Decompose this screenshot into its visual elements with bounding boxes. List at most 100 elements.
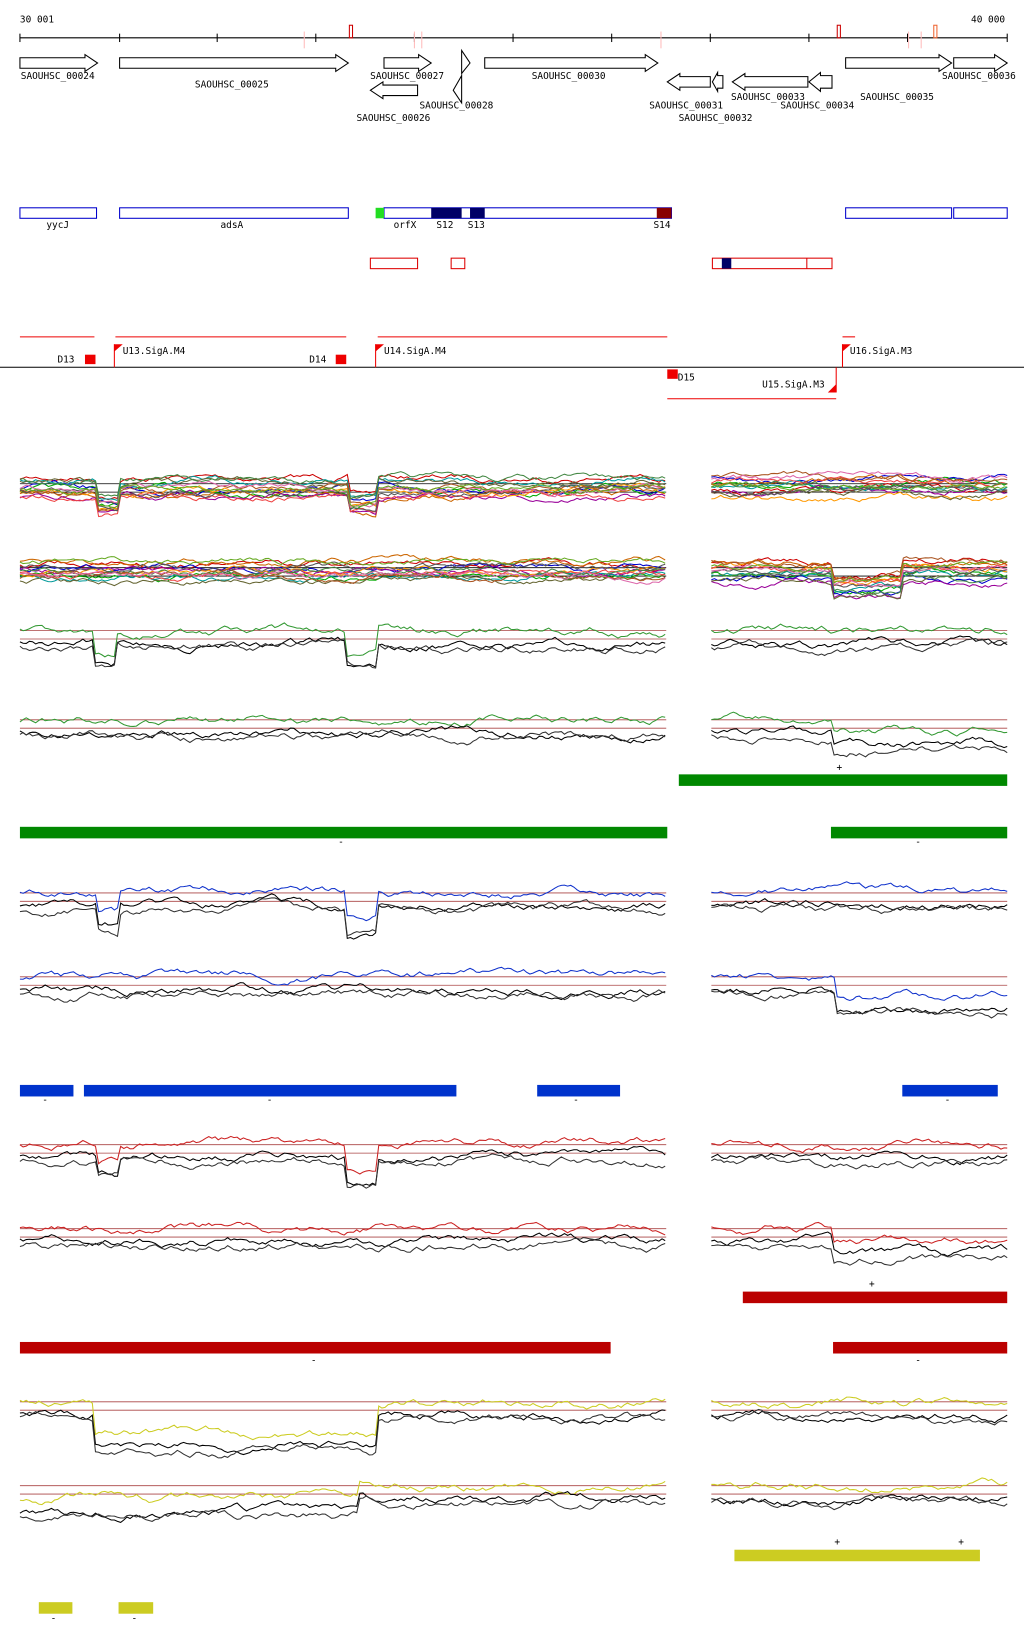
gene-arrow xyxy=(484,53,659,73)
gene-label: SAOUHSC_00024 xyxy=(21,71,95,82)
segment-bar xyxy=(830,826,1008,839)
expression-trace xyxy=(19,480,666,508)
annotation-box xyxy=(845,207,953,219)
segment-bar xyxy=(83,1084,457,1097)
expression-trace xyxy=(711,569,1008,596)
expression-trace xyxy=(711,734,1008,758)
promoter-box xyxy=(335,354,347,365)
gene-label: SAOUHSC_00028 xyxy=(419,101,493,112)
expression-trace xyxy=(19,1145,666,1186)
expression-trace xyxy=(711,638,1008,657)
promoter-flag xyxy=(827,384,837,393)
gene-arrow xyxy=(461,48,471,76)
expression-trace xyxy=(711,1243,1008,1266)
expression-trace xyxy=(19,1232,666,1249)
gene-label: SAOUHSC_00025 xyxy=(195,80,269,91)
expression-trace xyxy=(19,1398,666,1441)
segment-bar xyxy=(678,774,1008,786)
segment-sign: - xyxy=(267,1095,273,1106)
gene-label: SAOUHSC_00034 xyxy=(780,101,854,112)
expression-trace xyxy=(711,989,1008,1019)
segment-sign: + xyxy=(837,763,843,774)
promoter-box xyxy=(667,369,678,379)
region-box xyxy=(711,257,833,270)
gene-label: SAOUHSC_00036 xyxy=(942,71,1016,82)
expression-trace xyxy=(19,1135,666,1175)
expression-trace xyxy=(19,476,666,504)
annotation-box xyxy=(383,207,672,219)
expression-trace xyxy=(19,714,666,728)
expression-trace xyxy=(19,989,666,1003)
gene-arrow xyxy=(452,73,463,105)
segment-sign: - xyxy=(131,1613,137,1624)
gene-label: SAOUHSC_00035 xyxy=(860,92,934,103)
expression-trace xyxy=(711,572,1008,600)
ruler-mark xyxy=(836,24,841,39)
expression-trace xyxy=(711,577,1008,600)
gene-arrow xyxy=(666,72,711,92)
expression-trace xyxy=(711,899,1008,915)
expression-trace xyxy=(711,470,1008,484)
gene-arrow xyxy=(845,53,953,73)
annotation-block xyxy=(375,207,384,219)
gene-label: SAOUHSC_00031 xyxy=(649,101,723,112)
promoter-flag xyxy=(114,344,123,352)
expression-trace xyxy=(711,635,1008,649)
segment-sign: - xyxy=(573,1095,579,1106)
promoter-flag xyxy=(375,344,384,352)
ruler-mark xyxy=(933,24,938,39)
region-box xyxy=(450,257,466,270)
gene-label: SAOUHSC_00032 xyxy=(679,113,753,124)
expression-trace xyxy=(711,972,1008,1002)
expression-trace xyxy=(19,1237,666,1253)
expression-trace xyxy=(19,638,666,669)
annotation-block xyxy=(470,207,485,219)
expression-trace xyxy=(19,484,666,512)
segment-bar xyxy=(19,1341,611,1354)
expression-trace xyxy=(711,1150,1008,1166)
expression-trace xyxy=(711,1409,1008,1424)
expression-trace xyxy=(19,483,666,512)
ruler-mark xyxy=(348,24,354,39)
expression-trace xyxy=(19,966,666,986)
segment-sign: - xyxy=(945,1095,951,1106)
expression-trace xyxy=(19,1490,666,1524)
expression-trace xyxy=(19,569,666,584)
expression-trace xyxy=(711,881,1008,897)
expression-trace xyxy=(19,982,666,1001)
segment-sign: - xyxy=(311,1355,317,1366)
gene-arrow xyxy=(731,72,809,92)
expression-trace xyxy=(19,622,666,658)
gene-arrow xyxy=(369,80,419,100)
expression-trace xyxy=(19,897,666,938)
annotation-label: S12 xyxy=(436,220,453,231)
promoter-label: D15 xyxy=(678,372,695,383)
expression-trace xyxy=(711,560,1008,584)
expression-trace xyxy=(19,1480,666,1506)
segment-sign: - xyxy=(51,1613,57,1624)
segment-bar xyxy=(734,1549,980,1562)
expression-trace xyxy=(711,623,1008,636)
gene-arrow xyxy=(953,53,1009,73)
expression-trace xyxy=(19,636,666,668)
segment-sign: + xyxy=(834,1537,840,1548)
annotation-label: adsA xyxy=(221,220,244,231)
promoter-label: U16.SigA.M3 xyxy=(850,346,913,357)
gene-label: SAOUHSC_00033 xyxy=(731,92,805,103)
expression-trace xyxy=(711,1396,1008,1410)
segment-sign: + xyxy=(869,1279,875,1290)
promoter-label: D13 xyxy=(57,354,74,365)
expression-trace xyxy=(711,470,1008,482)
expression-trace xyxy=(711,1154,1008,1170)
expression-trace xyxy=(711,474,1008,488)
gene-arrow xyxy=(19,53,99,73)
gene-arrow xyxy=(711,70,724,94)
annotation-label: orfX xyxy=(394,220,417,231)
ruler-start: 30 001 xyxy=(20,15,54,26)
annotation-box xyxy=(953,207,1008,219)
expression-trace xyxy=(711,481,1008,492)
expression-trace xyxy=(19,482,666,511)
segment-bar xyxy=(537,1084,621,1097)
segment-sign: - xyxy=(915,1355,921,1366)
